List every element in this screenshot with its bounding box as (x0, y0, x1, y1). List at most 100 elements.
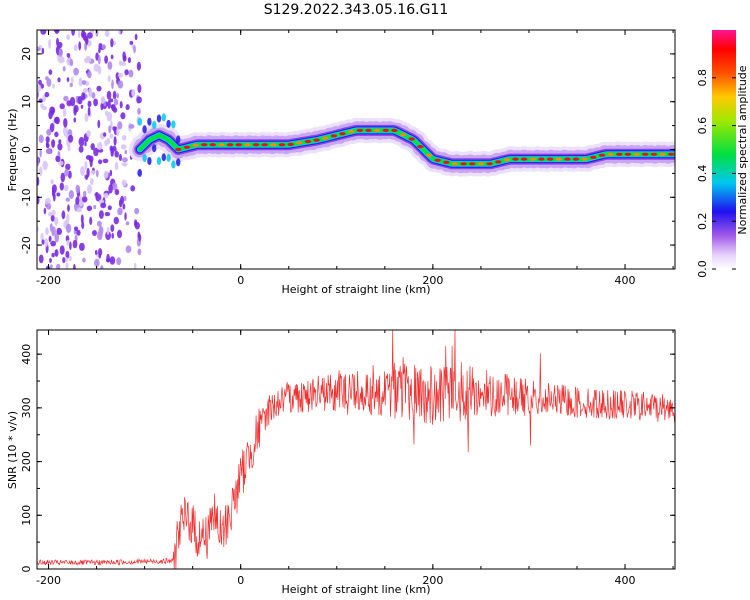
noise-speckle (106, 253, 110, 263)
noise-speckle (121, 179, 127, 187)
noise-speckle (41, 47, 45, 55)
y-tick-label: 400 (20, 344, 33, 365)
ridge-peak (417, 145, 424, 149)
noise-speckle (112, 90, 117, 100)
noise-speckle (117, 229, 122, 239)
noise-speckle (93, 63, 100, 72)
noise-speckle (134, 33, 138, 41)
noise-speckle (94, 250, 98, 255)
snr-x-label: Height of straight line (km) (281, 583, 430, 596)
noise-speckle (113, 41, 116, 46)
noise-speckle (78, 41, 82, 51)
ridge-blob (176, 135, 181, 144)
noise-speckle (103, 170, 109, 179)
noise-speckle (87, 184, 92, 194)
ridge-peak (175, 147, 182, 152)
ridge-peak (572, 157, 580, 161)
noise-speckle (80, 214, 84, 224)
noise-speckle (80, 165, 85, 176)
noise-speckle (104, 211, 111, 217)
noise-speckle (116, 127, 120, 137)
noise-speckle (81, 221, 85, 229)
x-tick-label: 200 (422, 274, 443, 287)
noise-speckle (40, 83, 44, 89)
noise-speckle (78, 77, 83, 87)
snr-line (37, 330, 675, 569)
noise-speckle (56, 263, 61, 269)
noise-speckle (77, 96, 83, 105)
noise-speckle (52, 192, 56, 202)
noise-speckle (45, 148, 52, 154)
noise-speckle (66, 213, 70, 223)
noise-speckle (118, 153, 122, 162)
noise-speckle (102, 158, 109, 164)
snr-content (37, 330, 675, 569)
ridge-peak (399, 133, 407, 137)
noise-speckle (54, 30, 60, 33)
noise-speckle (44, 91, 50, 98)
ridge-blob (156, 157, 162, 165)
noise-speckle (79, 199, 83, 207)
colorbar-tick-label: 0.4 (696, 165, 709, 183)
ridge-peak (477, 162, 485, 166)
ridge-peak (278, 143, 286, 147)
noise-speckle (109, 169, 113, 177)
noise-speckle (124, 149, 128, 155)
noise-speckle (86, 205, 93, 212)
ridge-blob (147, 157, 152, 165)
noise-speckle (93, 98, 98, 107)
ridge-peak (270, 143, 277, 147)
y-tick-label: -10 (20, 188, 33, 206)
ridge-peak (512, 157, 519, 161)
noise-speckle (108, 184, 113, 194)
ridge-peak (296, 141, 303, 145)
noise-speckle (46, 203, 52, 210)
noise-speckle (98, 159, 103, 165)
noise-speckle (73, 67, 79, 76)
y-tick-label: 20 (20, 47, 33, 61)
y-tick-label: 100 (20, 505, 33, 526)
spectrogram-content (37, 30, 675, 269)
noise-speckle (111, 232, 114, 239)
noise-speckle (79, 242, 85, 251)
noise-speckle (48, 69, 53, 75)
noise-speckle (64, 168, 69, 177)
ridge-peak (391, 128, 398, 132)
ridge-blob (147, 117, 152, 126)
noise-speckle (42, 160, 48, 171)
noise-speckle (107, 61, 113, 70)
noise-speckle (37, 47, 41, 52)
noise-speckle (78, 136, 85, 147)
ridge-peak (650, 152, 658, 156)
noise-speckle (89, 216, 93, 225)
noise-speckle (66, 34, 70, 40)
noise-speckle (112, 182, 118, 191)
noise-speckle (40, 232, 44, 241)
noise-speckle (106, 137, 111, 145)
noise-speckle (84, 113, 89, 122)
noise-speckle (87, 70, 92, 79)
noise-speckle (100, 202, 107, 209)
noise-speckle (113, 216, 120, 225)
noise-speckle (89, 178, 94, 185)
ridge-blob (166, 153, 171, 162)
noise-speckle (114, 189, 120, 196)
noise-speckle (80, 104, 84, 109)
noise-speckle (107, 75, 111, 82)
noise-speckle (82, 88, 88, 93)
noise-speckle (112, 126, 116, 131)
noise-speckle (108, 125, 112, 134)
ridge-blob (152, 121, 157, 129)
noise-speckle (63, 126, 68, 137)
noise-speckle (97, 55, 101, 65)
noise-speckle (38, 166, 43, 177)
ridge-peak (624, 152, 632, 156)
noise-speckle (73, 44, 78, 52)
noise-speckle (125, 221, 130, 226)
noise-speckle (96, 85, 102, 92)
noise-speckle (65, 223, 72, 233)
noise-speckle (90, 143, 95, 151)
noise-speckle (51, 209, 56, 216)
